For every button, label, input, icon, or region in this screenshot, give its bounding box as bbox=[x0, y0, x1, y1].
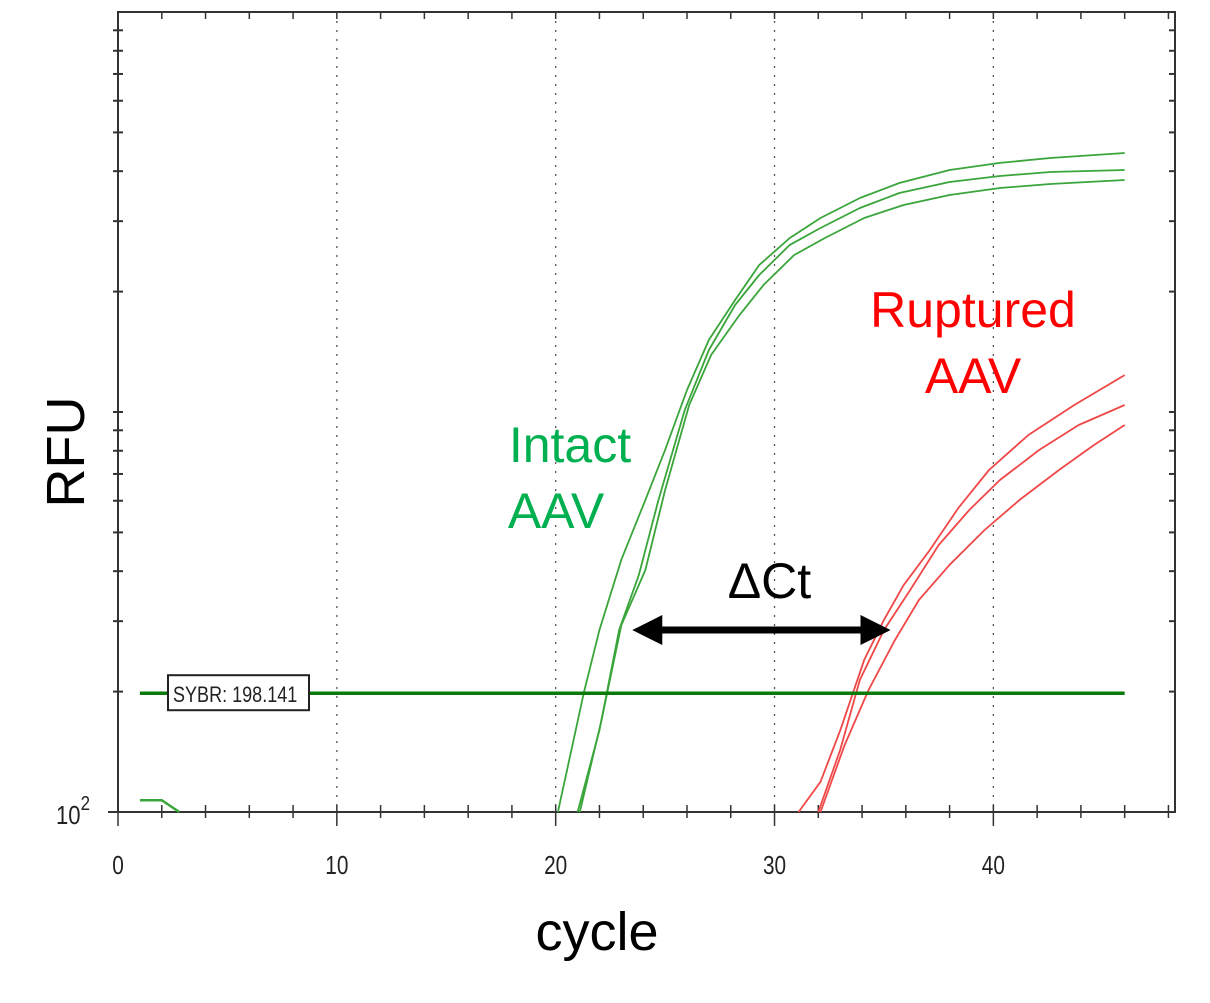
threshold-label-box bbox=[167, 674, 310, 712]
intact-curve-2 bbox=[576, 169, 1125, 813]
x-axis-title: cycle bbox=[535, 902, 658, 962]
ruptured-curve-6 bbox=[819, 424, 1126, 813]
x-tick-label: 40 bbox=[982, 851, 1005, 880]
x-tick-label: 20 bbox=[544, 851, 567, 880]
delta-ct-label: ΔCt bbox=[728, 553, 812, 609]
y-tick-label: 102 bbox=[56, 792, 90, 831]
series-group bbox=[139, 152, 1126, 814]
threshold-label: SYBR: 198.141 bbox=[173, 684, 297, 708]
x-tick-label: 30 bbox=[763, 851, 786, 880]
intact-curve-3 bbox=[578, 179, 1125, 813]
delta-ct-arrowhead-left bbox=[632, 615, 663, 646]
axes: 0 10 20 30 40 102 bbox=[56, 11, 1176, 880]
ruptured-curve-4 bbox=[797, 374, 1126, 813]
intact-label-line2: AAV bbox=[508, 483, 605, 539]
baseline-segment bbox=[139, 798, 180, 814]
x-tick-label: 10 bbox=[325, 851, 348, 880]
threshold-group: SYBR: 198.141 bbox=[139, 674, 1125, 712]
annotations: Intact AAV Ruptured AAV ΔCt bbox=[508, 282, 1076, 646]
grid-lines bbox=[336, 12, 995, 812]
y-axis-title: RFU bbox=[36, 397, 96, 508]
delta-ct-arrowhead-right bbox=[860, 615, 891, 646]
intact-curve-1 bbox=[557, 152, 1125, 813]
x-tick-label: 0 bbox=[112, 851, 124, 880]
intact-label-line1: Intact bbox=[509, 417, 631, 473]
ruptured-label-line2: AAV bbox=[925, 348, 1022, 404]
ruptured-curve-5 bbox=[817, 404, 1126, 813]
ruptured-label-line1: Ruptured bbox=[870, 282, 1076, 338]
